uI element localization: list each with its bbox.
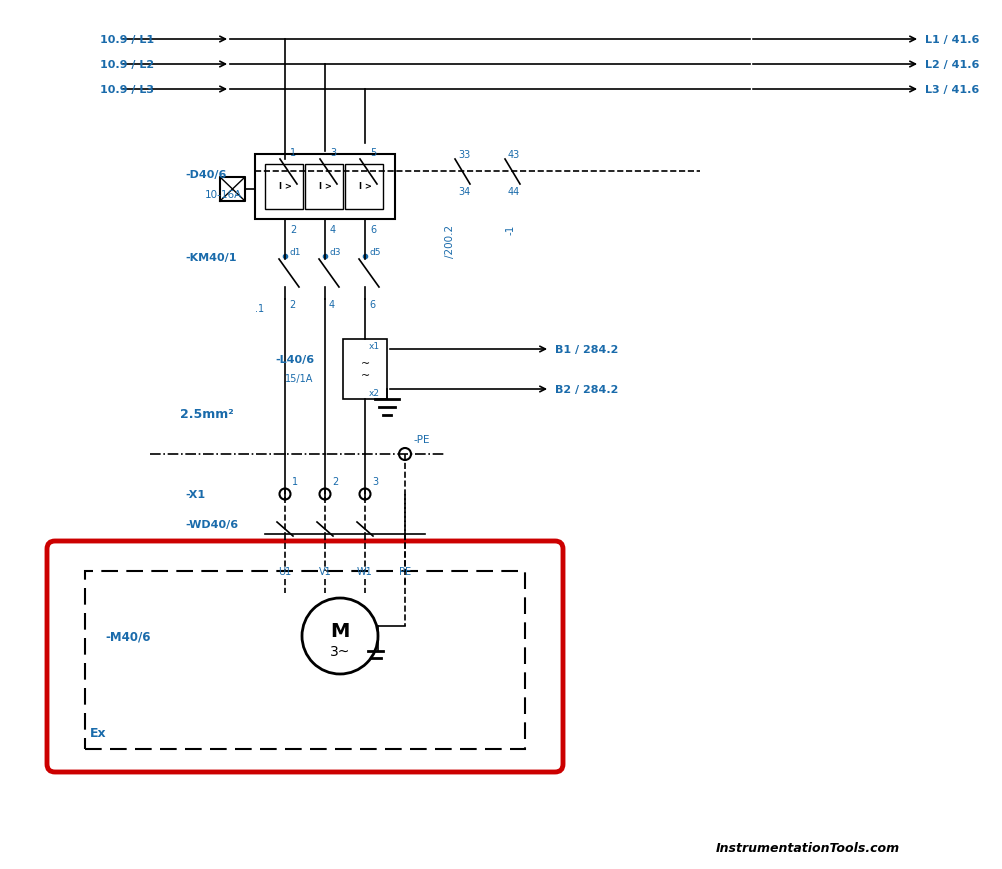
Text: 10.9 / L1: 10.9 / L1 bbox=[100, 35, 154, 45]
Text: 4: 4 bbox=[330, 225, 336, 235]
Text: 2: 2 bbox=[332, 476, 339, 487]
Text: 2.5mm²: 2.5mm² bbox=[180, 408, 233, 421]
FancyBboxPatch shape bbox=[265, 165, 303, 209]
Text: Ex: Ex bbox=[90, 726, 106, 740]
Text: 6: 6 bbox=[369, 300, 375, 309]
Text: 1: 1 bbox=[290, 148, 297, 158]
FancyBboxPatch shape bbox=[305, 165, 343, 209]
Text: x2: x2 bbox=[369, 388, 380, 397]
Text: d1: d1 bbox=[289, 248, 301, 256]
Text: -L40/6: -L40/6 bbox=[275, 355, 314, 365]
Text: M: M bbox=[331, 622, 350, 640]
Text: 3~: 3~ bbox=[330, 644, 350, 658]
Text: I >: I > bbox=[279, 182, 292, 191]
Text: L1 / 41.6: L1 / 41.6 bbox=[925, 35, 979, 45]
Text: B1 / 284.2: B1 / 284.2 bbox=[555, 345, 618, 355]
Text: 10.9 / L2: 10.9 / L2 bbox=[100, 60, 154, 70]
Text: I >: I > bbox=[359, 182, 372, 191]
Text: -PE: -PE bbox=[413, 434, 430, 444]
Text: 34: 34 bbox=[458, 187, 470, 196]
Text: 2: 2 bbox=[290, 225, 297, 235]
Text: 2: 2 bbox=[289, 300, 296, 309]
Text: -KM40/1: -KM40/1 bbox=[185, 253, 236, 262]
Text: 3: 3 bbox=[330, 148, 336, 158]
Text: -1: -1 bbox=[505, 225, 515, 235]
FancyBboxPatch shape bbox=[255, 155, 395, 220]
Text: B2 / 284.2: B2 / 284.2 bbox=[555, 385, 618, 395]
Text: d5: d5 bbox=[369, 248, 381, 256]
Text: -X1: -X1 bbox=[185, 489, 205, 500]
Text: 10.9 / L3: 10.9 / L3 bbox=[100, 85, 154, 95]
Text: L3 / 41.6: L3 / 41.6 bbox=[925, 85, 979, 95]
FancyBboxPatch shape bbox=[47, 541, 563, 773]
Text: -M40/6: -M40/6 bbox=[105, 630, 150, 643]
FancyBboxPatch shape bbox=[345, 165, 383, 209]
Text: 10-16A: 10-16A bbox=[205, 189, 242, 200]
Text: PE: PE bbox=[399, 567, 411, 576]
Text: 33: 33 bbox=[458, 149, 470, 160]
Text: I >: I > bbox=[319, 182, 332, 191]
Text: 15/1A: 15/1A bbox=[285, 374, 314, 383]
Text: -D40/6: -D40/6 bbox=[185, 169, 226, 180]
FancyBboxPatch shape bbox=[343, 340, 387, 400]
Text: L2 / 41.6: L2 / 41.6 bbox=[925, 60, 979, 70]
Text: 43: 43 bbox=[508, 149, 520, 160]
Text: -WD40/6: -WD40/6 bbox=[185, 520, 238, 529]
Text: /200.2: /200.2 bbox=[445, 225, 455, 258]
Text: 5: 5 bbox=[370, 148, 376, 158]
Text: 44: 44 bbox=[508, 187, 520, 196]
Text: ~
~: ~ ~ bbox=[361, 359, 370, 381]
Text: U1: U1 bbox=[279, 567, 292, 576]
Text: x1: x1 bbox=[369, 342, 380, 350]
Text: V1: V1 bbox=[319, 567, 332, 576]
Text: 6: 6 bbox=[370, 225, 376, 235]
Text: d3: d3 bbox=[329, 248, 341, 256]
Text: 3: 3 bbox=[372, 476, 378, 487]
Text: .1: .1 bbox=[255, 303, 265, 314]
Text: 4: 4 bbox=[329, 300, 335, 309]
Text: InstrumentationTools.com: InstrumentationTools.com bbox=[715, 841, 900, 854]
Text: 1: 1 bbox=[292, 476, 299, 487]
Text: W1: W1 bbox=[357, 567, 373, 576]
